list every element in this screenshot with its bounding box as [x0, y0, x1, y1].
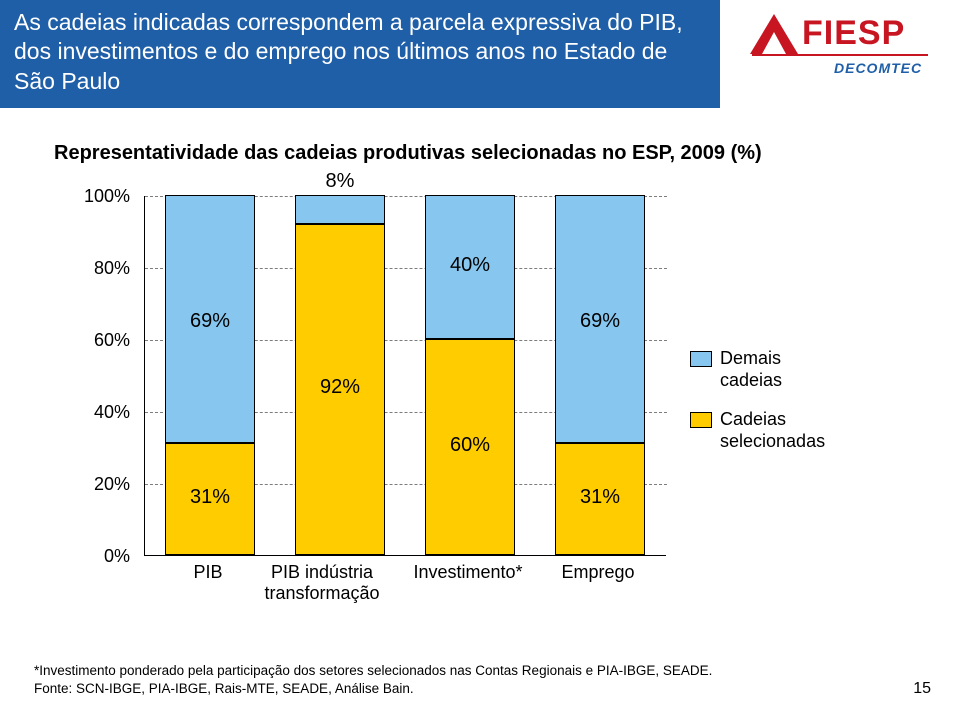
header: As cadeias indicadas correspondem a parc…	[0, 0, 959, 108]
legend: Demais cadeias Cadeias selecionadas	[690, 348, 840, 470]
bar-label-others-inv: 40%	[425, 254, 515, 277]
legend-swatch-selected	[690, 412, 712, 428]
chart: 0% 20% 40% 60% 80% 100% 31% 69% 92% 8%	[70, 188, 850, 608]
legend-label-selected: Cadeias selecionadas	[720, 409, 840, 452]
xlabel-inv: Investimento*	[402, 562, 534, 583]
fiesp-wordmark: FIESP	[802, 14, 905, 53]
legend-item-selected: Cadeias selecionadas	[690, 409, 840, 452]
chart-title: Representatividade das cadeias produtiva…	[54, 142, 762, 165]
page-number: 15	[913, 680, 931, 698]
bar-label-selected-pibind: 92%	[295, 376, 385, 399]
ytick-2: 40%	[70, 402, 130, 423]
ytick-5: 100%	[70, 186, 130, 207]
bar-label-selected-emp: 31%	[555, 486, 645, 509]
legend-label-others: Demais cadeias	[720, 348, 840, 391]
page-root: As cadeias indicadas correspondem a parc…	[0, 0, 959, 708]
fiesp-underline	[752, 54, 928, 56]
fiesp-subbrand: DECOMTEC	[834, 60, 922, 76]
xlabel-pibind: PIB indústria transformação	[256, 562, 388, 603]
bar-label-selected-inv: 60%	[425, 434, 515, 457]
fiesp-logo: FIESP DECOMTEC	[726, 2, 954, 102]
footnote-2: Fonte: SCN-IBGE, PIA-IBGE, Rais-MTE, SEA…	[34, 681, 414, 696]
bar-label-others-pib: 69%	[165, 310, 255, 333]
ytick-3: 60%	[70, 330, 130, 351]
bar-others-pibind	[295, 195, 385, 224]
fiesp-mark-icon	[750, 14, 798, 54]
ytick-1: 20%	[70, 474, 130, 495]
bar-label-selected-pib: 31%	[165, 486, 255, 509]
page-title: As cadeias indicadas correspondem a parc…	[14, 8, 704, 96]
bar-label-others-pibind: 8%	[295, 170, 385, 193]
xlabel-emp: Emprego	[532, 562, 664, 583]
xlabel-pib: PIB	[142, 562, 274, 583]
legend-swatch-others	[690, 351, 712, 367]
footnote-1: *Investimento ponderado pela participaçã…	[34, 663, 712, 678]
ytick-0: 0%	[70, 546, 130, 567]
bar-label-others-emp: 69%	[555, 310, 645, 333]
legend-item-others: Demais cadeias	[690, 348, 840, 391]
ytick-4: 80%	[70, 258, 130, 279]
plot-area: 31% 69% 92% 8% 60% 40% 31% 69%	[144, 196, 666, 556]
